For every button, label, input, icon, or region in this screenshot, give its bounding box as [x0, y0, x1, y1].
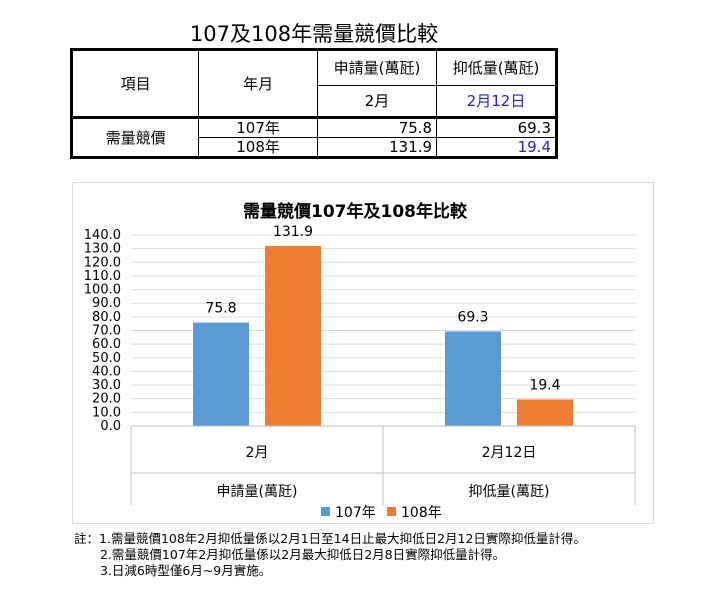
subheader-apply: 2月	[316, 85, 438, 118]
y-tick-label: 80.0	[92, 310, 121, 325]
header-month: 年月	[198, 49, 318, 118]
y-tick-label: 140.0	[84, 228, 121, 243]
chart-container: 需量競價107年及108年比較 0.0 10.0 20.0 30.0 40.0 50.0 6…	[72, 182, 654, 524]
chart-data-labels: 75.8 131.9 69.3 19.4	[205, 224, 560, 393]
y-tick-label: 0.0	[100, 419, 121, 434]
y-tick-label: 60.0	[92, 337, 121, 352]
y-tick-label: 40.0	[92, 364, 121, 379]
cell-reduce-107: 69.3	[436, 116, 557, 138]
bar-108年-2月	[265, 246, 321, 426]
y-tick-label: 50.0	[92, 351, 121, 366]
y-tick-label: 20.0	[92, 392, 121, 407]
footnotes: 註：1.需量競價108年2月抑低量係以2月1日至14日止最大抑低日2月12日實際…	[74, 531, 586, 579]
data-label: 69.3	[457, 309, 488, 325]
cell-apply-108: 131.9	[316, 137, 438, 158]
cell-reduce-108: 19.4	[436, 137, 557, 158]
y-tick-label: 100.0	[84, 283, 121, 298]
x-category-label: 2月	[246, 445, 269, 461]
y-tick-label: 110.0	[84, 269, 121, 284]
subheader-reduce: 2月12日	[436, 85, 557, 118]
legend-label: 108年	[401, 505, 442, 521]
chart-title: 需量競價107年及108年比較	[243, 201, 468, 222]
y-tick-label: 120.0	[84, 255, 121, 270]
y-tick-label: 10.0	[92, 405, 121, 420]
legend-swatch	[321, 507, 330, 516]
footnote-3: 3.日減6時型僅6月~9月實施。	[100, 563, 272, 578]
legend-swatch	[387, 507, 396, 516]
y-tick-label: 30.0	[92, 378, 121, 393]
footnote-1: 註：1.需量競價108年2月抑低量係以2月1日至14日止最大抑低日2月12日實際…	[74, 531, 586, 547]
y-tick-label: 90.0	[92, 296, 121, 311]
chart-legend: 107年 108年	[321, 505, 442, 521]
y-tick-label: 130.0	[84, 242, 121, 257]
bar-108年-2月12日	[517, 399, 573, 426]
y-axis: 0.010.020.030.040.050.060.070.080.090.01…	[84, 228, 121, 434]
x-group-label: 抑低量(萬瓩)	[469, 484, 550, 500]
header-item: 項目	[70, 49, 200, 118]
footnote-text-1: 1.需量競價108年2月抑低量係以2月1日至14日止最大抑低日2月12日實際抑低…	[99, 531, 586, 546]
summary-table: 項目 年月 申請量(萬瓩) 抑低量(萬瓩) 2月 2月12日 需量競價 107年…	[70, 48, 558, 159]
row-year-108: 108年	[198, 137, 318, 158]
page-title: 107及108年需量競價比較	[189, 22, 439, 46]
bar-chart: 需量競價107年及108年比較 0.010.020.030.040.050.06…	[84, 201, 636, 521]
y-tick-label: 70.0	[92, 324, 121, 339]
row-year-107: 107年	[198, 116, 318, 138]
chart-bars	[193, 246, 573, 426]
data-label: 75.8	[205, 301, 236, 317]
bar-107年-2月	[193, 322, 249, 426]
data-label: 19.4	[529, 378, 560, 394]
cell-apply-107: 75.8	[316, 116, 438, 138]
header-reduce: 抑低量(萬瓩)	[436, 49, 557, 86]
header-apply: 申請量(萬瓩)	[316, 49, 438, 86]
data-label: 131.9	[273, 224, 313, 240]
bar-107年-2月12日	[445, 331, 501, 426]
x-category-label: 2月12日	[482, 445, 537, 461]
x-group-label: 申請量(萬瓩)	[217, 484, 298, 500]
footnote-prefix: 註：	[74, 531, 100, 546]
legend-label: 107年	[335, 505, 376, 521]
row-label: 需量競價	[70, 116, 200, 158]
footnote-2: 2.需量競價107年2月抑低量係以2月最大抑低日2月8日實際抑低量計得。	[100, 547, 506, 562]
